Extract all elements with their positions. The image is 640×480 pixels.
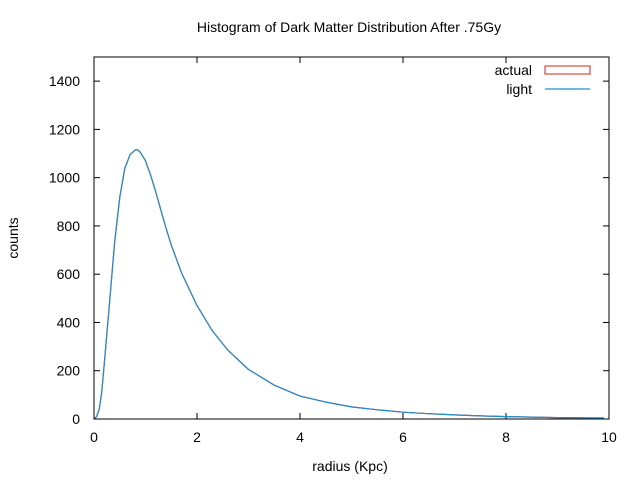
y-tick-label: 1400 [49, 73, 80, 89]
plot-frame [93, 56, 610, 420]
legend-swatch-actual [544, 65, 591, 75]
axis-ticks: 0 2 4 6 8 10 0 200 400 600 800 1000 1200 1400 [49, 57, 617, 445]
y-tick-label: 200 [57, 363, 81, 379]
y-tick-label: 1200 [49, 121, 80, 137]
legend: actual light [495, 62, 591, 97]
y-tick-label: 0 [72, 411, 80, 427]
y-tick-label: 600 [57, 266, 81, 282]
legend-label-light: light [506, 81, 532, 97]
y-tick-label: 400 [57, 314, 81, 330]
x-tick-label: 0 [90, 429, 98, 445]
x-tick-label: 8 [502, 429, 510, 445]
series-layer [93, 149, 604, 420]
series-line-actual [93, 149, 604, 420]
y-axis-label: counts [5, 217, 21, 258]
x-axis-label: radius (Kpc) [312, 458, 387, 474]
y-tick-label: 1000 [49, 170, 80, 186]
x-tick-label: 6 [399, 429, 407, 445]
chart-title: Histogram of Dark Matter Distribution Af… [197, 19, 501, 35]
legend-label-actual: actual [495, 62, 532, 78]
y-tick-label: 800 [57, 218, 81, 234]
x-tick-label: 4 [296, 429, 304, 445]
series-line-light [93, 149, 604, 420]
x-tick-label: 10 [601, 429, 617, 445]
x-tick-label: 2 [193, 429, 201, 445]
